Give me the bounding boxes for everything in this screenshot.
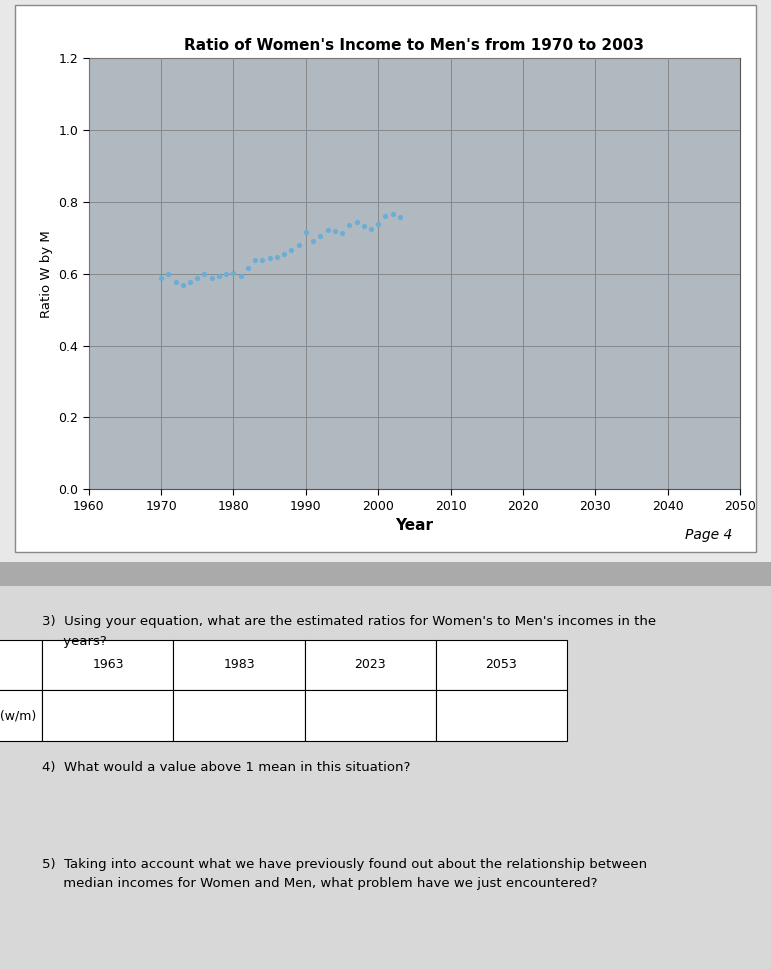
Point (264, 250, 276, 266)
Point (191, 270, 204, 286)
Point (300, 224, 312, 239)
Text: median incomes for Women and Men, what problem have we just encountered?: median incomes for Women and Men, what p… (42, 877, 598, 890)
X-axis label: Year: Year (396, 518, 433, 533)
Point (322, 222, 334, 237)
Point (227, 266, 240, 281)
Point (242, 261, 254, 276)
Title: Ratio of Women's Income to Men's from 1970 to 2003: Ratio of Women's Income to Men's from 19… (184, 38, 645, 52)
Text: Page 4: Page 4 (685, 528, 732, 542)
Point (328, 223, 341, 238)
Point (343, 217, 355, 233)
Point (365, 222, 377, 237)
Point (213, 268, 225, 284)
Text: years?: years? (42, 635, 107, 647)
Point (234, 268, 247, 284)
Text: 5)  Taking into account what we have previously found out about the relationship: 5) Taking into account what we have prev… (42, 858, 648, 870)
Point (307, 233, 319, 248)
Text: 4)  What would a value above 1 mean in this situation?: 4) What would a value above 1 mean in th… (42, 761, 411, 773)
Point (379, 208, 392, 224)
Point (220, 266, 232, 282)
Point (285, 242, 298, 258)
Point (314, 228, 326, 243)
Point (177, 277, 189, 293)
Point (206, 270, 218, 286)
Point (336, 225, 348, 240)
Point (249, 252, 261, 267)
Text: 3)  Using your equation, what are the estimated ratios for Women's to Men's inco: 3) Using your equation, what are the est… (42, 615, 657, 628)
Point (350, 214, 362, 230)
Point (372, 216, 385, 232)
Point (170, 274, 182, 290)
Point (394, 209, 406, 225)
Point (183, 274, 196, 290)
Point (271, 249, 283, 265)
Point (292, 237, 305, 253)
Point (278, 246, 291, 262)
Point (155, 270, 167, 286)
Point (386, 206, 399, 222)
Y-axis label: Ratio W by M: Ratio W by M (39, 230, 52, 318)
Point (198, 266, 210, 282)
Point (162, 266, 174, 282)
Point (358, 218, 370, 234)
Point (256, 253, 268, 268)
